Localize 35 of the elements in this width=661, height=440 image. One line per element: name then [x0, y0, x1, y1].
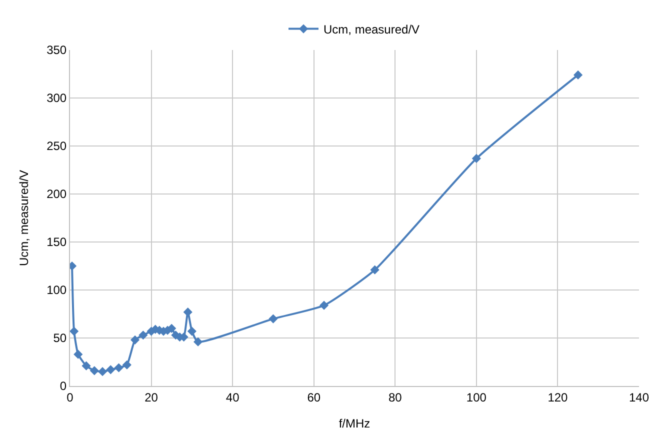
y-tick-label: 350 — [46, 43, 67, 58]
legend-label: Ucm, measured/V — [324, 22, 420, 36]
x-axis-title: f/MHz — [338, 416, 370, 430]
point — [74, 350, 83, 359]
y-tick-label: 150 — [46, 235, 67, 250]
y-axis-title: Ucm, measured/V — [16, 170, 31, 266]
point — [114, 363, 124, 372]
point — [82, 361, 91, 370]
x-tick-label: 80 — [388, 390, 402, 404]
point — [106, 365, 116, 374]
y-tick-label: 100 — [46, 283, 67, 298]
point — [98, 367, 108, 376]
y-tick-label: 0 — [60, 379, 67, 394]
x-tick-label: 20 — [144, 390, 158, 404]
x-tick-label: 140 — [628, 390, 650, 404]
point — [370, 265, 380, 274]
x-tick-label: 60 — [307, 390, 321, 404]
y-tick-label: 200 — [46, 187, 67, 202]
point — [573, 70, 583, 80]
point — [70, 326, 79, 336]
point — [193, 337, 203, 346]
point — [187, 326, 196, 336]
y-tick-label: 50 — [53, 331, 67, 346]
point — [130, 335, 140, 344]
point — [319, 300, 329, 310]
point — [472, 154, 481, 164]
x-tick-label: 120 — [548, 390, 568, 404]
x-tick-label: 40 — [226, 390, 240, 404]
y-tick-label: 250 — [46, 139, 67, 154]
x-tick-label: 100 — [466, 390, 487, 404]
point — [90, 366, 99, 376]
y-tick-label: 300 — [46, 91, 67, 106]
point — [138, 330, 148, 340]
point — [122, 360, 132, 370]
point — [268, 314, 278, 324]
